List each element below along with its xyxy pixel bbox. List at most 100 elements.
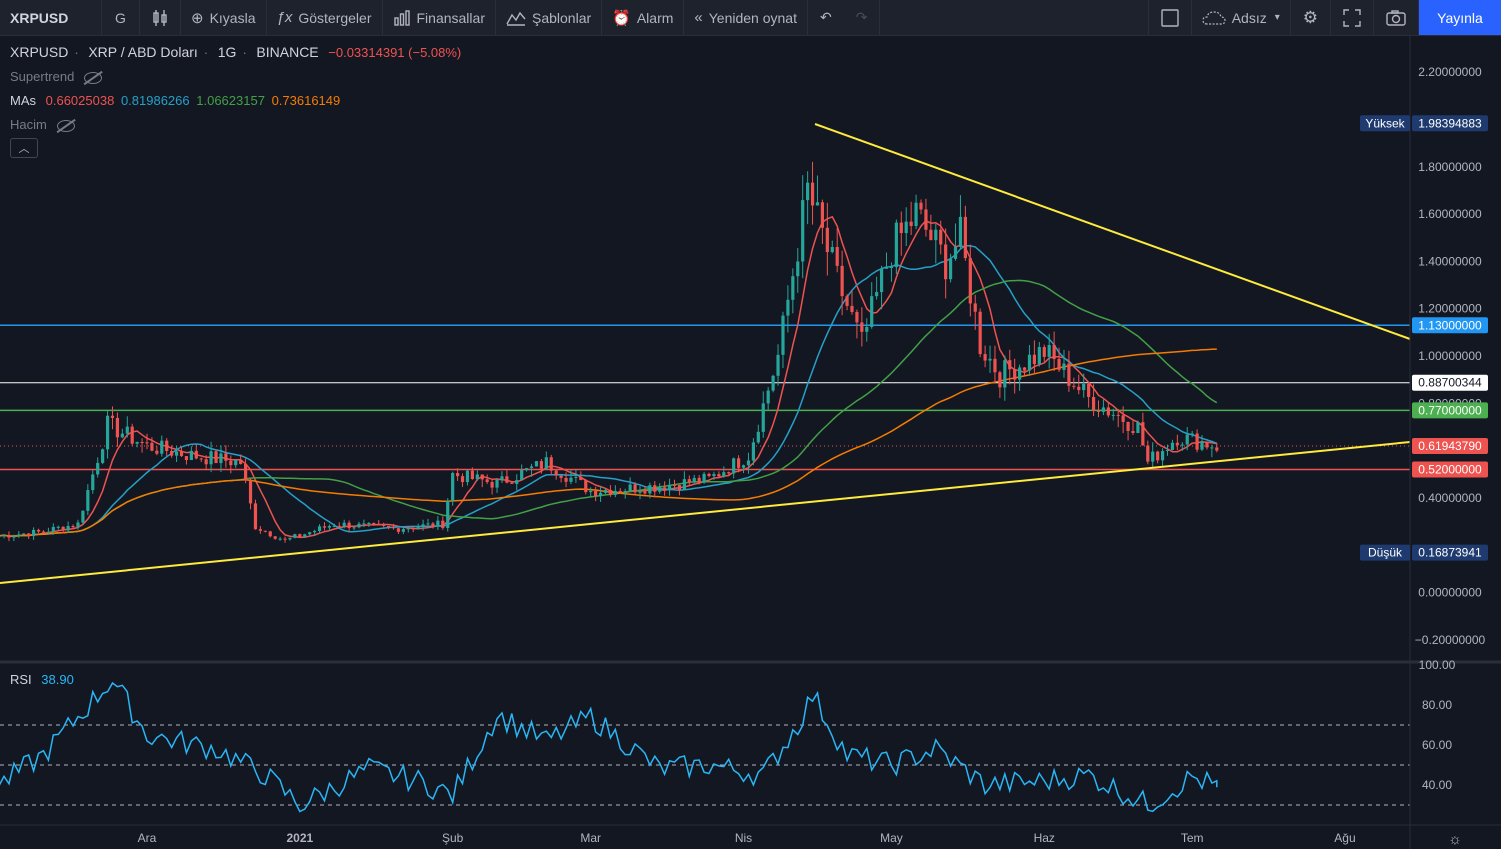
candle-body — [702, 473, 706, 483]
candle-body — [1077, 386, 1081, 391]
mas-label: MAs — [10, 93, 36, 108]
candle-body — [1205, 441, 1209, 448]
settings-button[interactable]: ⚙ — [1291, 0, 1331, 35]
rsi-legend[interactable]: RSI 38.90 — [10, 672, 80, 687]
candle-body — [529, 466, 534, 469]
replay-button[interactable]: « Yeniden oynat — [684, 0, 808, 35]
candle-body — [1018, 367, 1022, 380]
fullscreen-square-button[interactable] — [1149, 0, 1192, 35]
candle-body — [174, 451, 179, 456]
snapshot-button[interactable] — [1374, 0, 1419, 35]
price-label-h-1130: 1.13000000 — [1412, 317, 1488, 334]
candle-body — [672, 484, 677, 486]
templates-button[interactable]: Şablonlar — [496, 0, 603, 35]
candle-body — [110, 415, 115, 418]
candle-body — [27, 533, 31, 537]
candle-body — [830, 247, 834, 253]
function-icon: ƒx — [276, 9, 293, 26]
y-tick-label: 0.40000000 — [1418, 491, 1482, 505]
expand-button[interactable] — [1331, 0, 1374, 35]
financials-button[interactable]: Finansallar — [383, 0, 496, 35]
candle-body — [194, 450, 198, 459]
candle-body — [401, 529, 405, 532]
candle-body — [554, 470, 558, 476]
candle-body — [189, 450, 193, 461]
interval-button[interactable]: G — [102, 0, 140, 35]
candle-body — [574, 476, 578, 478]
candle-body — [815, 202, 820, 206]
candle-body — [579, 476, 583, 481]
candle-body — [268, 531, 272, 537]
publish-button[interactable]: Yayınla — [1419, 0, 1501, 35]
rsi-y-tick-label: 80.00 — [1422, 698, 1452, 712]
eye-off-icon[interactable] — [56, 119, 75, 132]
y-tick-label: 2.20000000 — [1418, 65, 1482, 79]
candle-body — [1096, 410, 1101, 412]
candle-body — [1027, 354, 1032, 371]
candle-body — [899, 222, 903, 234]
square-icon — [1161, 8, 1179, 27]
candle-body — [485, 479, 489, 483]
alarm-button[interactable]: ⏰ Alarm — [602, 0, 685, 35]
redo-button[interactable]: ↷ — [844, 0, 881, 35]
candle-body — [352, 527, 356, 529]
ma2-value: 0.81986266 — [120, 93, 190, 108]
price-chart[interactable]: 2.20000000 1.80000000 1.60000000 1.40000000… — [0, 35, 1501, 849]
supertrend-label: Supertrend — [10, 69, 75, 84]
collapse-legend-button[interactable]: ︿ — [10, 138, 38, 158]
price-label-value: 1.98394883 — [1418, 116, 1482, 130]
candle-body — [687, 479, 691, 483]
candle-body — [214, 451, 218, 464]
candle-body — [115, 417, 120, 438]
ma1-value: 0.66025038 — [45, 93, 115, 108]
legend-symbol[interactable]: XRPUSD — [10, 44, 69, 60]
candle-body — [934, 229, 938, 241]
eye-off-icon[interactable] — [84, 71, 103, 84]
candle-body — [465, 470, 470, 483]
chevron-up-icon: ︿ — [18, 143, 30, 155]
candle-body — [682, 479, 686, 490]
candle-body — [1136, 422, 1140, 433]
candle-body — [520, 470, 524, 481]
price-label-bg — [1412, 374, 1488, 391]
candle-body — [525, 468, 529, 471]
candle-body — [219, 453, 223, 464]
candle-body — [850, 305, 854, 312]
candle-body — [939, 229, 943, 245]
candle-body — [712, 474, 716, 477]
candle-body — [633, 484, 637, 493]
chart-type-button[interactable] — [140, 0, 181, 35]
candle-body — [993, 358, 997, 373]
layout-button[interactable]: Adsız ▾ — [1192, 0, 1291, 35]
candle-body — [81, 510, 85, 523]
candle-body — [248, 480, 253, 504]
indicators-label: Göstergeler — [298, 9, 372, 26]
volume-legend[interactable]: Hacim — [10, 117, 81, 132]
x-tick-label: Ara — [138, 831, 157, 845]
y-tick-label: 1.20000000 — [1418, 302, 1482, 316]
redo-icon: ↷ — [855, 9, 868, 25]
candle-body — [170, 451, 174, 456]
candle-body — [1008, 360, 1012, 370]
indicators-button[interactable]: ƒx Göstergeler — [267, 0, 383, 35]
candle-body — [638, 491, 642, 493]
mas-legend[interactable]: MAs 0.66025038 0.81986266 1.06623157 0.7… — [10, 93, 346, 108]
candle-body — [377, 523, 381, 525]
undo-button[interactable]: ↶ — [808, 0, 844, 35]
x-tick-label: Mar — [580, 831, 601, 845]
compare-button[interactable]: ⊕ Kıyasla — [181, 0, 267, 35]
candle-body — [101, 449, 105, 463]
candle-body — [1022, 367, 1027, 371]
candle-body — [865, 326, 869, 332]
candle-body — [391, 527, 396, 529]
candle-body — [145, 442, 149, 444]
candle-body — [303, 534, 307, 537]
symbol-search-button[interactable]: XRPUSD — [0, 0, 102, 35]
candle-body — [165, 440, 169, 452]
supertrend-legend[interactable]: Supertrend — [10, 69, 108, 84]
candle-body — [884, 267, 889, 269]
candle-body — [584, 480, 588, 493]
candle-body — [1101, 407, 1106, 412]
candle-body — [480, 474, 484, 480]
candle-body — [559, 475, 563, 478]
